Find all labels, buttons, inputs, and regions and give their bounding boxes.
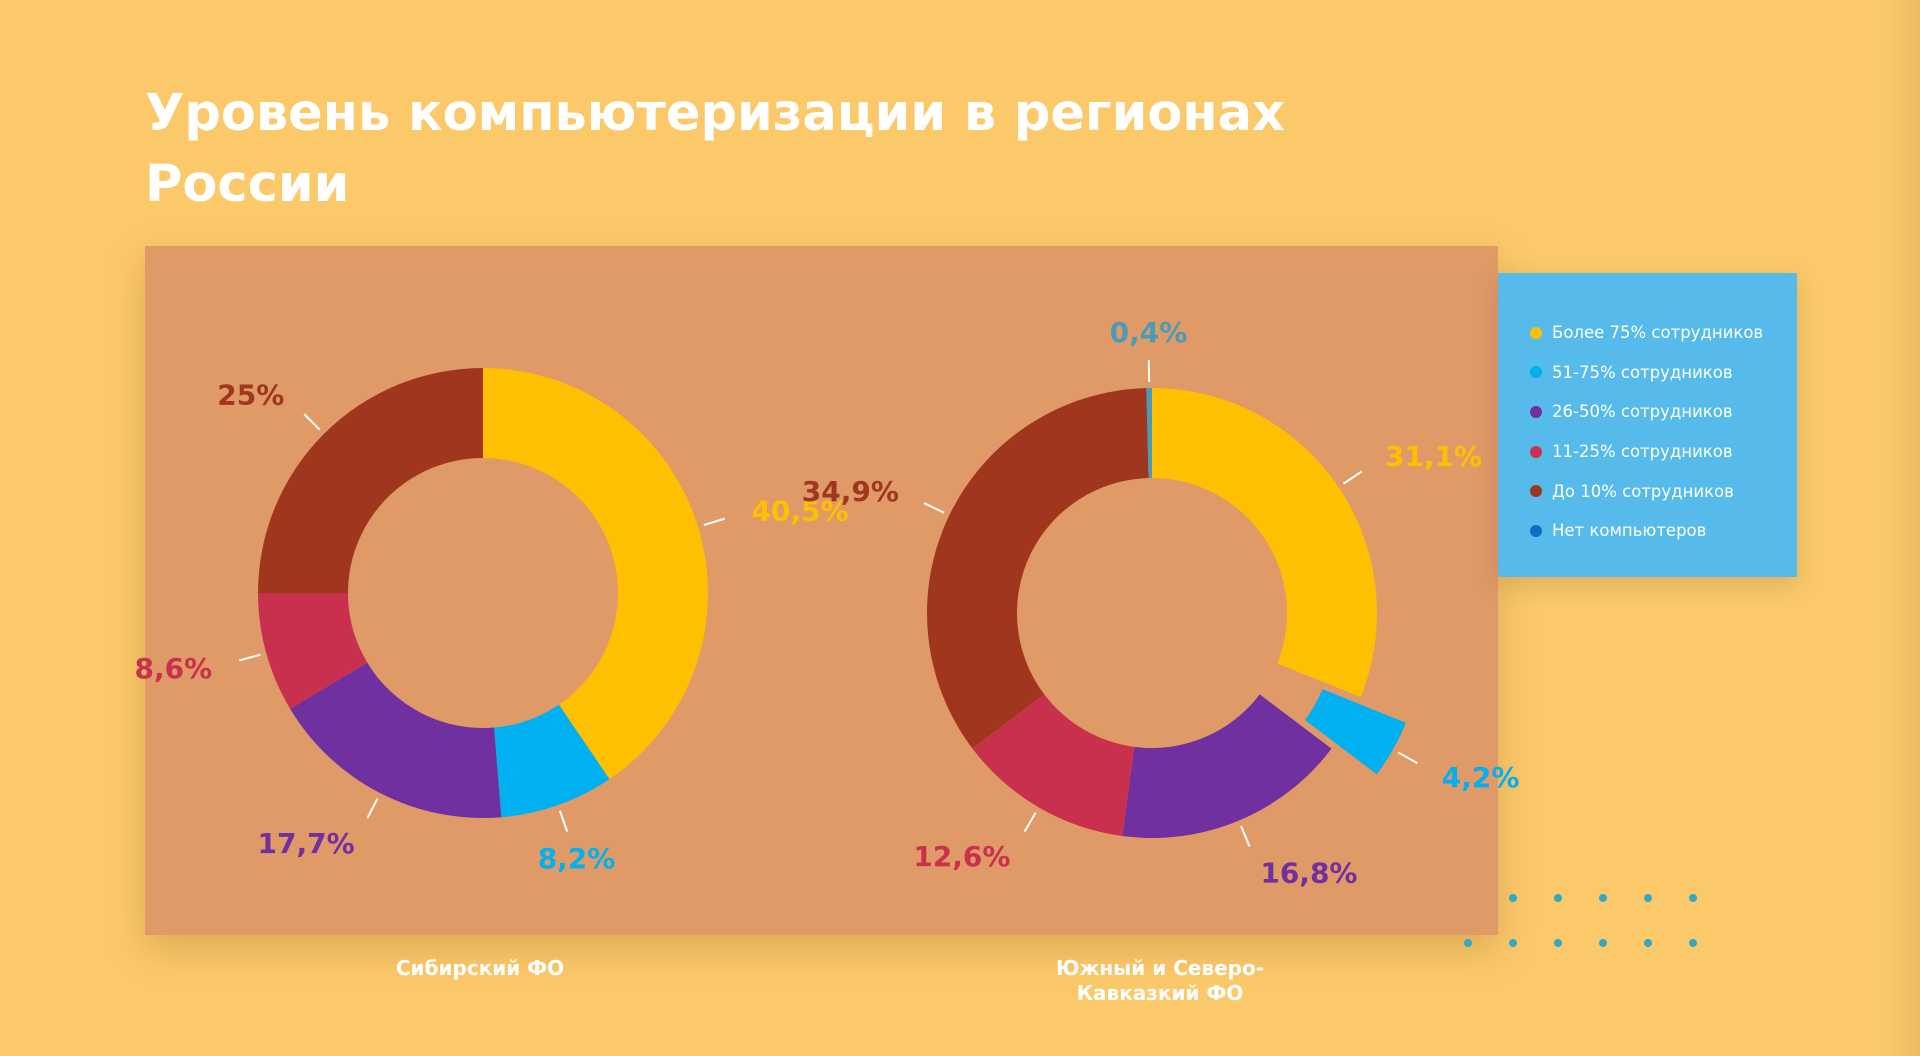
pie-slice: [1304, 689, 1406, 775]
legend-label: До 10% сотрудников: [1552, 481, 1734, 501]
decor-dot: [1689, 939, 1697, 947]
legend-dot: [1530, 445, 1542, 458]
chart-caption-siberian: Сибирский ФО: [395, 956, 565, 980]
label-leader-line: [703, 517, 726, 527]
data-label: 16,8%: [1260, 856, 1357, 889]
chart-panel: [145, 246, 1498, 935]
decorative-dots: [1458, 890, 1698, 950]
data-label: 40,5%: [752, 494, 849, 527]
decor-dot: [1689, 894, 1697, 902]
decor-dot: [1509, 939, 1517, 947]
label-leader-line: [558, 810, 569, 832]
legend-item: 11-25% сотрудников: [1530, 432, 1763, 472]
pie-slice: [1146, 388, 1152, 479]
pie-slice: [972, 694, 1135, 837]
legend-item: 51-75% сотрудников: [1530, 353, 1763, 393]
legend-list: Более 75% сотрудников 51-75% сотрудников…: [1530, 313, 1763, 551]
pie-slice: [483, 368, 708, 780]
decor-dot: [1509, 894, 1517, 902]
legend-label: 51-75% сотрудников: [1552, 362, 1733, 382]
label-leader-line: [303, 413, 321, 431]
decor-dot: [1554, 894, 1562, 902]
legend-item: До 10% сотрудников: [1530, 471, 1763, 511]
label-leader-line: [923, 502, 945, 514]
legend-dot: [1530, 405, 1542, 418]
donut-chart-1: 31,1% 4,2% 16,8% 12,6% 34,9% 0,4%: [802, 316, 1520, 889]
label-leader-line: [238, 653, 261, 662]
data-label: 17,7%: [258, 827, 355, 860]
legend-item: 26-50% сотрудников: [1530, 392, 1763, 432]
legend-dot: [1530, 366, 1542, 379]
data-label: 12,6%: [913, 840, 1010, 873]
page-title: Уровень компьютеризации в регионах Росси…: [145, 84, 1285, 214]
pie-slice: [258, 593, 368, 709]
data-label: 0,4%: [1110, 316, 1188, 349]
data-label: 25%: [217, 378, 284, 411]
legend-item: Нет компьютеров: [1530, 511, 1763, 551]
decor-dot: [1554, 939, 1562, 947]
decor-dot: [1644, 939, 1652, 947]
decor-dot: [1599, 894, 1607, 902]
data-label: 34,9%: [802, 475, 899, 508]
pie-slice: [1122, 694, 1332, 838]
label-leader-line: [1397, 751, 1418, 765]
label-leader-line: [366, 798, 379, 819]
pie-slice: [258, 368, 483, 593]
pie-slice: [1152, 388, 1377, 698]
decor-dot: [1464, 939, 1472, 947]
data-label: 8,2%: [538, 842, 616, 875]
label-leader-line: [1023, 812, 1037, 833]
data-label: 4,2%: [1442, 761, 1520, 794]
legend-label: Нет компьютеров: [1552, 521, 1707, 541]
pie-slice: [927, 388, 1149, 749]
legend-dot: [1530, 524, 1542, 537]
pie-slice: [494, 704, 610, 818]
legend-label: Более 75% сотрудников: [1552, 323, 1764, 343]
page-edge-shadow: [1880, 0, 1920, 1056]
data-label: 8,6%: [135, 652, 213, 685]
legend-dot: [1530, 485, 1542, 498]
legend-panel: Более 75% сотрудников 51-75% сотрудников…: [1498, 273, 1797, 577]
label-leader-line: [1240, 825, 1251, 847]
legend-item: Более 75% сотрудников: [1530, 313, 1763, 353]
legend-label: 26-50% сотрудников: [1552, 402, 1733, 422]
pie-slice: [290, 662, 502, 818]
label-leader-line: [1342, 470, 1363, 485]
legend-label: 11-25% сотрудников: [1552, 442, 1733, 462]
legend-dot: [1530, 326, 1542, 339]
decor-dot: [1644, 894, 1652, 902]
donut-chart-0: 40,5% 8,2% 17,7% 8,6% 25%: [135, 368, 849, 875]
chart-caption-south: Южный и Северо-Кавказкий ФО: [1055, 956, 1265, 1005]
data-label: 31,1%: [1385, 440, 1482, 473]
decor-dot: [1599, 939, 1607, 947]
